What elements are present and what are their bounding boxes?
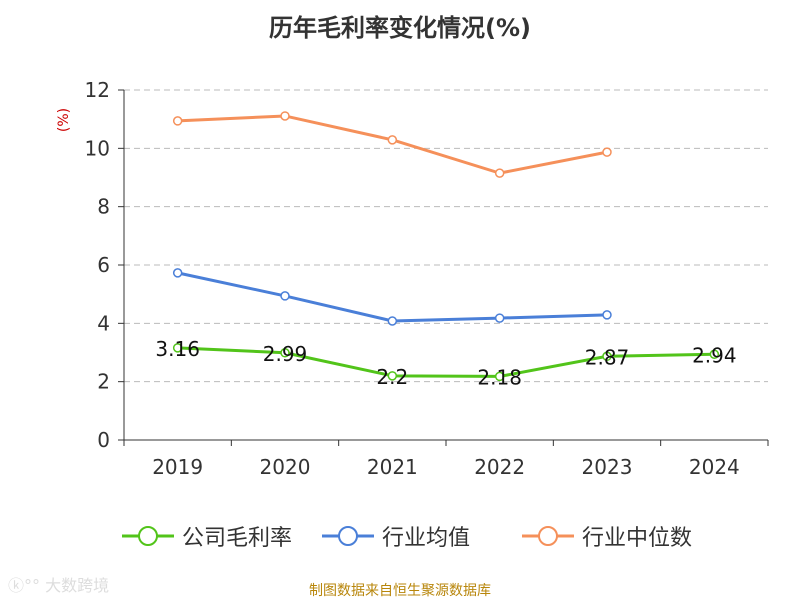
data-point bbox=[494, 371, 505, 382]
x-tick-label: 2019 bbox=[152, 455, 203, 479]
data-point bbox=[387, 371, 398, 381]
data-point bbox=[280, 348, 290, 358]
legend-label: 行业均值 bbox=[382, 526, 471, 551]
data-label: 2.99 bbox=[263, 342, 308, 366]
legend-label: 公司毛利率 bbox=[182, 526, 293, 551]
data-label: 2.2 bbox=[376, 365, 408, 389]
legend-marker-icon bbox=[322, 526, 374, 546]
data-point bbox=[709, 349, 720, 359]
x-tick-label: 2023 bbox=[582, 455, 633, 479]
y-tick-label: 6 bbox=[97, 253, 110, 277]
chart-title: 历年毛利率变化情况(%) bbox=[269, 14, 531, 42]
x-tick-label: 2020 bbox=[260, 455, 311, 479]
source-note: 制图数据来自恒生聚源数据库 bbox=[309, 583, 491, 599]
data-point bbox=[494, 313, 505, 323]
data-label: 2.18 bbox=[477, 365, 522, 389]
legend-item[interactable]: 行业均值 bbox=[322, 520, 470, 552]
y-tick-label: 10 bbox=[85, 136, 110, 160]
y-tick-label: 4 bbox=[97, 311, 110, 335]
data-point bbox=[172, 343, 183, 353]
data-point bbox=[172, 268, 183, 278]
data-point bbox=[602, 351, 612, 362]
legend-marker-icon bbox=[122, 526, 174, 546]
data-point bbox=[172, 116, 183, 126]
data-label: 3.16 bbox=[155, 337, 200, 361]
data-point bbox=[387, 135, 398, 145]
y-tick-label: 2 bbox=[97, 370, 110, 394]
watermark-logo: ⓚ°° 大数跨境 bbox=[8, 576, 110, 595]
legend-item[interactable]: 公司毛利率 bbox=[122, 520, 292, 552]
data-point bbox=[602, 147, 612, 157]
y-tick-label: 0 bbox=[97, 428, 110, 452]
data-point bbox=[602, 310, 612, 320]
legend-marker-icon bbox=[522, 526, 574, 546]
data-label: 2.94 bbox=[692, 343, 737, 367]
y-tick-label: 12 bbox=[85, 78, 110, 102]
data-label: 2.87 bbox=[585, 345, 630, 369]
x-tick-label: 2022 bbox=[474, 455, 525, 479]
y-tick-label: 8 bbox=[97, 195, 110, 219]
x-tick-label: 2021 bbox=[367, 455, 418, 479]
data-point bbox=[280, 291, 290, 301]
series-line bbox=[177, 346, 715, 378]
legend-item[interactable]: 行业中位数 bbox=[522, 520, 692, 552]
series-line bbox=[177, 271, 608, 323]
data-point bbox=[387, 316, 398, 326]
x-tick-label: 2024 bbox=[689, 455, 740, 479]
legend-label: 行业中位数 bbox=[582, 526, 693, 551]
data-point bbox=[494, 168, 505, 178]
data-point bbox=[280, 111, 290, 121]
